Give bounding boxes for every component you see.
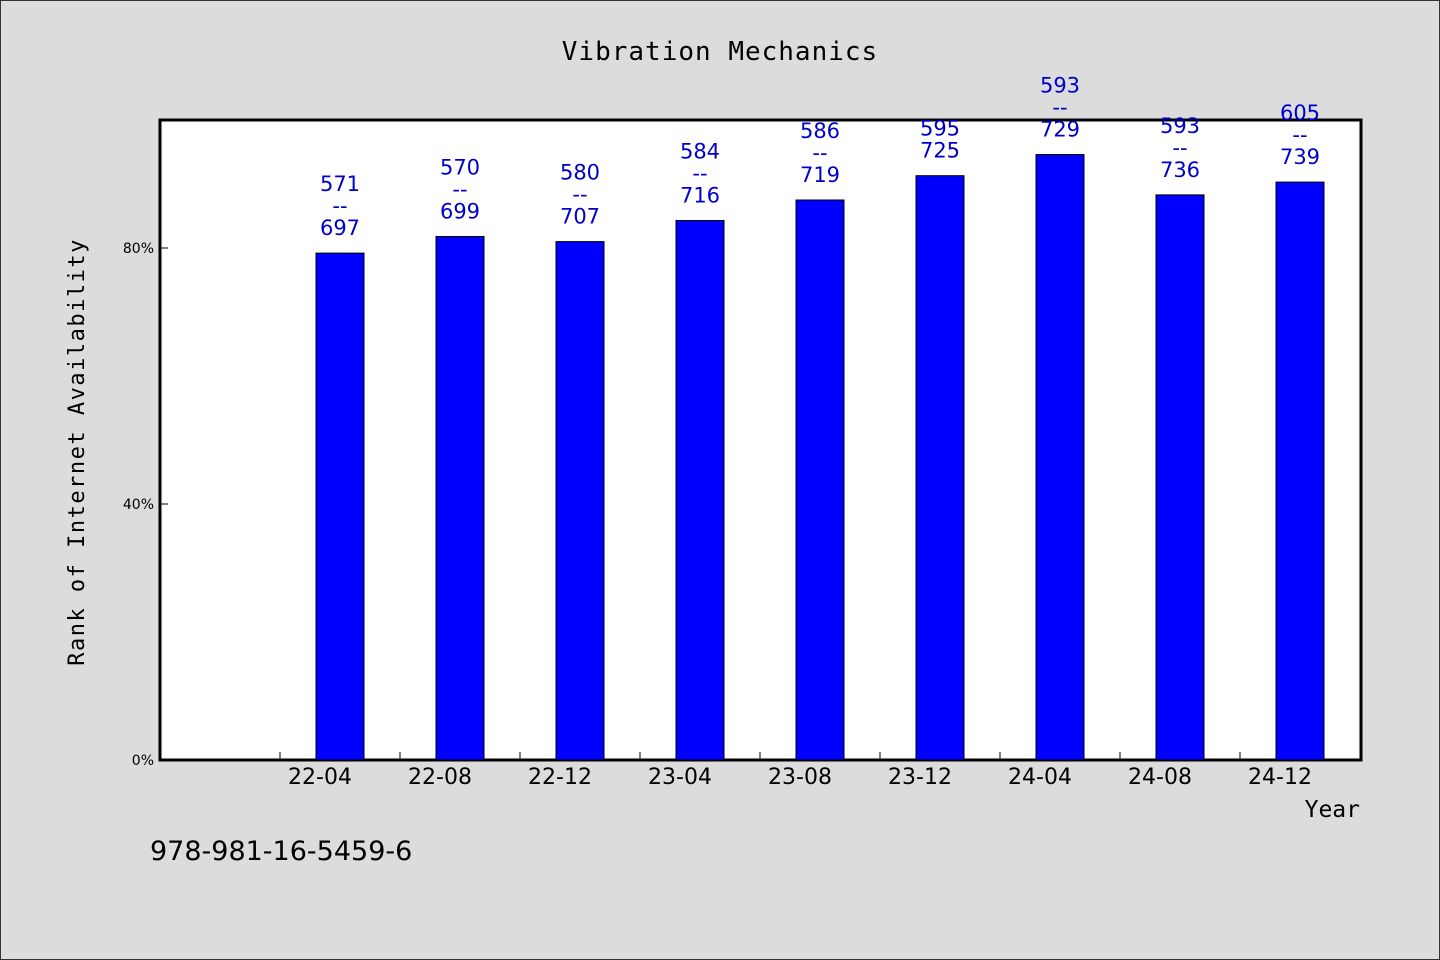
bar	[795, 199, 845, 761]
bar	[555, 241, 605, 761]
bar-data-label: 736	[1160, 158, 1200, 182]
bar-data-label: 699	[440, 199, 480, 223]
y-tick-label: 80%	[123, 241, 154, 257]
bar-data-label: 725	[920, 139, 960, 163]
bar	[915, 175, 965, 761]
bar-data-label: 729	[1040, 118, 1080, 142]
x-tick-label: 24-12	[1248, 765, 1312, 790]
x-tick-label: 22-04	[288, 765, 352, 790]
y-tick-label: 0%	[132, 753, 154, 769]
bar-data-label: --	[572, 183, 587, 207]
footer-code: 978-981-16-5459-6	[150, 836, 413, 867]
chart-title: Vibration Mechanics	[562, 37, 878, 67]
bar-data-label: 593	[1040, 74, 1080, 98]
y-axis: 0% 40% 80%	[123, 241, 168, 769]
bar-data-label: --	[692, 161, 707, 185]
bar	[1275, 181, 1325, 761]
bar-data-label: 605	[1280, 101, 1320, 125]
bar-data-label: 595	[920, 117, 960, 141]
bar-data-label: --	[332, 194, 347, 218]
bar-data-label: --	[1052, 96, 1067, 120]
x-tick-label: 22-12	[528, 765, 592, 790]
bars-group	[315, 154, 1325, 761]
bar-data-label: 739	[1280, 145, 1320, 169]
bar	[435, 235, 485, 761]
bar-data-label: --	[1172, 136, 1187, 160]
bar-data-label: 593	[1160, 114, 1200, 138]
bar-data-label: --	[812, 141, 827, 165]
x-axis: 22-04 22-08 22-12 23-04 23-08 23-12 24-04 24-08…	[279, 752, 1361, 790]
x-tick-label: 23-04	[648, 765, 712, 790]
bar-data-label: --	[1292, 123, 1307, 147]
x-tick-label: 23-08	[768, 765, 832, 790]
bar-data-label: 719	[800, 163, 840, 187]
bar-data-label: 716	[680, 183, 720, 207]
x-tick-label: 22-08	[408, 765, 472, 790]
x-tick-label: 23-12	[888, 765, 952, 790]
bar-data-label: 571	[320, 172, 360, 196]
bar	[1155, 194, 1205, 761]
bar-data-label: 570	[440, 155, 480, 179]
bar-data-label: 697	[320, 216, 360, 240]
bar-data-label: 580	[560, 161, 600, 185]
bar-data-label: 586	[800, 119, 840, 143]
bar-data-label: --	[452, 177, 467, 201]
x-tick-label: 24-04	[1008, 765, 1072, 790]
bar	[315, 252, 365, 761]
x-axis-label: Year	[1305, 797, 1360, 823]
bar	[1035, 154, 1085, 761]
x-tick-label: 24-08	[1128, 765, 1192, 790]
bar	[675, 219, 725, 761]
bar-data-label: 707	[560, 205, 600, 229]
bar-labels-group: 571--697570--699580--707584--716586--719…	[320, 74, 1320, 241]
bar-data-label: 584	[680, 139, 720, 163]
y-axis-label: Rank of Internet Availability	[65, 238, 90, 666]
y-tick-label: 40%	[123, 497, 154, 513]
